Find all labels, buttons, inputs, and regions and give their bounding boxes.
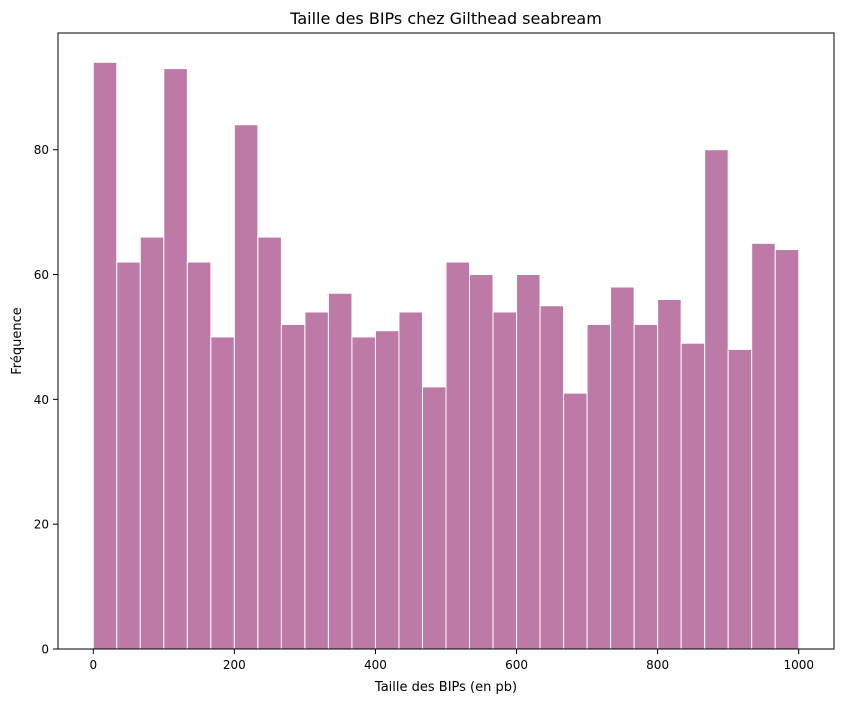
- histogram-bar: [680, 342, 706, 650]
- histogram-bar: [304, 311, 329, 650]
- histogram-bar: [233, 124, 259, 650]
- histogram-bar: [398, 311, 423, 650]
- histogram-bar: [374, 330, 400, 650]
- histogram-bar: [92, 61, 118, 650]
- y-tick-label: 20: [34, 518, 49, 532]
- bars-group: [92, 61, 800, 650]
- y-tick-label: 0: [41, 643, 49, 657]
- histogram-bar: [280, 323, 306, 650]
- histogram-bar: [516, 274, 541, 650]
- histogram-bar: [704, 149, 729, 650]
- y-axis-label: Fréquence: [10, 307, 25, 374]
- histogram-bar: [351, 336, 376, 650]
- chart-title: Taille des BIPs chez Gilthead seabream: [289, 9, 602, 28]
- x-tick-label: 200: [223, 658, 246, 672]
- histogram-bar: [492, 311, 518, 650]
- x-axis-ticks: 0 200 400 600 800 1000: [89, 649, 814, 672]
- y-axis-ticks: 0 20 40 60 80: [34, 143, 58, 657]
- histogram-bar: [186, 261, 212, 650]
- histogram-bar: [327, 292, 353, 650]
- histogram-bar: [563, 392, 588, 650]
- histogram-bar: [421, 386, 447, 650]
- histogram-bar: [657, 298, 682, 650]
- y-tick-label: 40: [34, 393, 49, 407]
- histogram-bar: [139, 236, 165, 650]
- x-tick-label: 0: [89, 658, 97, 672]
- histogram-bar: [751, 242, 776, 650]
- histogram-bar: [116, 261, 141, 650]
- x-tick-label: 400: [364, 658, 387, 672]
- y-tick-label: 60: [34, 268, 49, 282]
- y-tick-label: 80: [34, 143, 49, 157]
- histogram-bar: [633, 323, 659, 650]
- histogram-bar: [163, 68, 188, 650]
- x-tick-label: 600: [505, 658, 528, 672]
- histogram-bar: [257, 236, 282, 650]
- histogram-bar: [469, 274, 494, 650]
- histogram-bar: [539, 305, 565, 650]
- histogram-bar: [445, 261, 471, 650]
- x-tick-label: 1000: [783, 658, 814, 672]
- histogram-bar: [586, 323, 612, 650]
- plot-frame: [57, 32, 835, 650]
- histogram-bar: [727, 348, 753, 650]
- histogram-bar: [610, 286, 635, 650]
- x-tick-label: 800: [646, 658, 669, 672]
- histogram-bar: [210, 336, 235, 650]
- x-axis-label: Taille des BIPs (en pb): [374, 680, 517, 695]
- histogram-bar: [774, 249, 800, 650]
